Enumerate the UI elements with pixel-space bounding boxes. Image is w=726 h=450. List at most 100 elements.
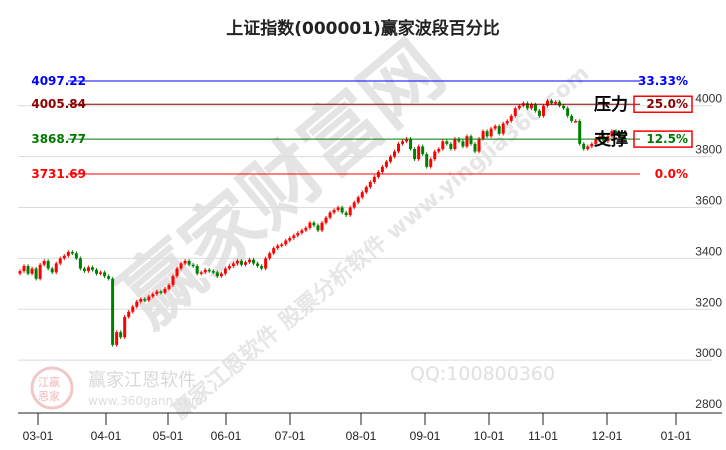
candle-body (300, 230, 304, 233)
level-price-label: 4097.22 (31, 74, 86, 88)
candle-body (364, 187, 368, 193)
candle-body (449, 143, 453, 149)
candle-body (525, 103, 529, 109)
candle-body (264, 258, 268, 269)
level-price-label: 3868.77 (31, 132, 86, 146)
candle-body (207, 269, 211, 272)
candle-body (477, 138, 481, 152)
candle-body (489, 128, 493, 137)
level-tag: 支撑 (594, 129, 628, 150)
candle-body (147, 296, 151, 301)
candle-body (119, 332, 123, 338)
candle-body (54, 263, 58, 273)
y-tick-label: 3400 (695, 244, 722, 258)
x-tick-label: 05-01 (153, 429, 184, 443)
candle-body (139, 299, 143, 302)
candle-body (312, 222, 316, 226)
candle-body (429, 159, 433, 167)
candle-body (22, 266, 26, 272)
candle-body (34, 268, 38, 279)
chart-title: 上证指数(000001)赢家波段百分比 (226, 19, 500, 39)
candle-body (248, 259, 252, 263)
candle-body (409, 138, 413, 149)
candle-body (513, 108, 517, 116)
candle-body (288, 238, 292, 241)
candle-body (441, 141, 445, 149)
candle-body (594, 138, 598, 144)
candle-body (66, 252, 70, 256)
candle-body (223, 268, 227, 274)
candle-body (380, 166, 384, 172)
candle-body (219, 273, 223, 277)
candle-body (421, 146, 425, 155)
candle-body (292, 235, 296, 239)
level-price-label: 3731.69 (31, 167, 86, 181)
candle-body (517, 105, 521, 109)
y-tick-label: 3200 (695, 295, 722, 309)
candle-body (586, 146, 590, 149)
logo-seal-text: 恩家 (38, 389, 60, 403)
candle-body (308, 222, 312, 228)
candle-body (509, 115, 513, 121)
candle-body (360, 192, 364, 198)
candle-body (457, 138, 461, 142)
candle-body (284, 240, 288, 245)
level-percent-label: 0.0% (655, 167, 688, 181)
candle-body (215, 272, 219, 277)
candle-body (203, 269, 207, 273)
candle-body (90, 267, 94, 270)
candle-body (231, 263, 235, 267)
candle-body (473, 143, 477, 152)
candle-body (582, 143, 586, 149)
candle-body (163, 288, 167, 293)
candle-body (260, 266, 264, 269)
candle-body (18, 271, 22, 274)
candle-body (280, 244, 284, 246)
x-tick-label: 03-01 (23, 429, 54, 443)
candle-body (562, 105, 566, 109)
candle-body (437, 148, 441, 152)
candle-body (401, 141, 405, 144)
candle-body (38, 264, 42, 279)
candle-body (131, 306, 135, 312)
candle-body (211, 271, 215, 273)
y-tick-label: 3600 (695, 193, 722, 207)
candle-body (545, 100, 549, 106)
candle-body (461, 141, 465, 147)
candle-body (239, 260, 243, 265)
candle-body (541, 105, 545, 116)
candle-body (103, 272, 107, 277)
candle-body (324, 217, 328, 223)
candle-body (227, 266, 231, 269)
candle-body (566, 108, 570, 116)
candle-body (42, 260, 46, 265)
logo-seal-text: 江赢 (38, 375, 60, 389)
candle-body (328, 212, 332, 218)
watermark-logo-url: www.360gann.com (88, 394, 203, 408)
candle-body (296, 232, 300, 236)
candle-body (123, 316, 127, 338)
x-tick-label: 01-01 (661, 429, 692, 443)
candle-body (340, 207, 344, 213)
candle-body (493, 126, 497, 129)
candle-body (171, 276, 175, 286)
candle-body (417, 146, 421, 160)
candle-body (95, 269, 99, 274)
candle-body (465, 136, 469, 147)
candle-body (159, 291, 163, 293)
candle-body (481, 131, 485, 139)
candle-body (272, 248, 276, 254)
level-percent-label: 33.33% (638, 74, 688, 88)
candle-body (533, 104, 537, 111)
candle-body (453, 138, 457, 149)
candle-body (50, 268, 54, 273)
candle-body (191, 264, 195, 267)
candle-body (425, 154, 429, 167)
candle-body (392, 151, 396, 157)
candle-body (62, 255, 66, 259)
watermark-qq: QQ:100800360 (410, 363, 555, 385)
candle-body (356, 197, 360, 203)
candle-body (268, 253, 272, 259)
